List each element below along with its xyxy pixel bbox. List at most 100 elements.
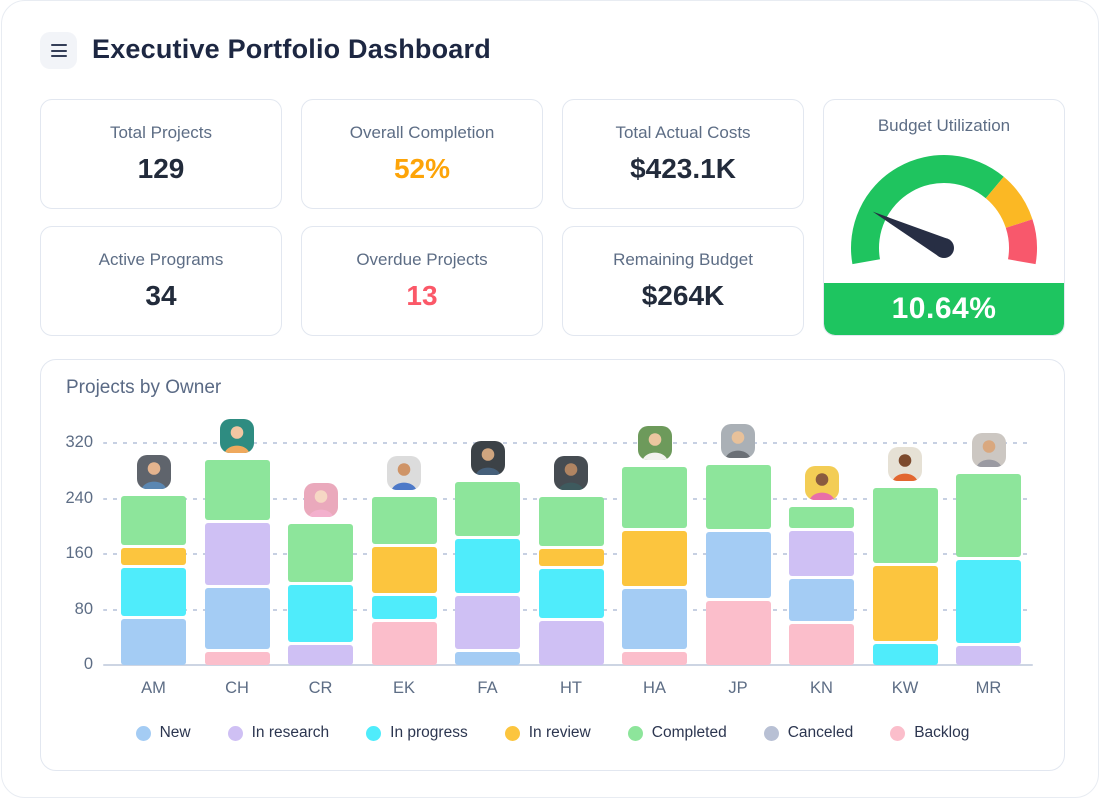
owner-avatar-MR [971,433,1006,468]
kpi-value: $423.1K [630,153,736,184]
budget-utilization-card: Budget Utilization 10.64% [823,99,1065,336]
bar-segment-in-progress-FA[interactable] [455,538,520,593]
kpi-card-active-programs: Active Programs 34 [40,226,282,336]
owner-avatar-HT [554,455,588,490]
bar-segment-in-review-KW[interactable] [872,566,938,641]
kpi-grid: Total Projects 129 Overall Completion 52… [40,99,1065,336]
bar-segment-new-HA[interactable] [622,588,687,650]
bar-segment-completed-CH[interactable] [204,459,270,520]
bar-segment-in-research-KN[interactable] [789,531,854,576]
legend-item-new[interactable]: New [135,724,191,742]
bar-segment-in-review-HA[interactable] [622,530,687,586]
legend-item-in-progress[interactable]: In progress [366,724,468,742]
bar-segment-in-research-MR[interactable] [956,646,1021,665]
bar-segment-completed-AM[interactable] [121,495,186,545]
kpi-card-remaining-budget: Remaining Budget $264K [562,226,804,336]
hamburger-menu-button[interactable] [40,32,77,69]
bar-segment-in-research-FA[interactable] [455,595,520,650]
bar-segment-in-progress-HT[interactable] [538,569,604,618]
x-axis-label-AM: AM [141,679,166,697]
y-axis-tick-label: 320 [65,433,93,451]
bar-segment-new-CH[interactable] [204,587,270,650]
bar-segment-backlog-CH[interactable] [204,652,270,665]
kpi-label: Total Actual Costs [615,123,751,142]
owner-avatar-AM [136,454,171,489]
legend-item-backlog[interactable]: Backlog [890,724,969,742]
projects-by-owner-card: Projects by Owner 0 80 160 240 320 AM CH CR … [40,359,1065,771]
owner-avatar-EK [387,456,421,491]
chart-legend: New In research In progress In review Comple… [41,724,1064,742]
legend-item-in-research[interactable]: In research [227,724,330,742]
bar-segment-in-review-AM[interactable] [121,547,186,566]
bar-segment-completed-HA[interactable] [622,466,687,528]
kpi-value: $264K [641,280,725,311]
bar-segment-completed-CR[interactable] [288,524,353,583]
bar-segment-backlog-JP[interactable] [705,601,771,665]
gauge-needle [872,211,949,257]
x-axis-label-KW: KW [891,679,919,697]
gauge-chart [851,154,1037,265]
gauge-segment-high [1005,219,1037,265]
bar-segment-completed-FA[interactable] [455,482,520,536]
legend-label: In research [251,724,330,741]
x-axis-label-FA: FA [477,679,498,697]
legend-dot-icon [227,725,243,741]
bar-segment-completed-HT[interactable] [538,496,604,546]
bar-segment-backlog-EK[interactable] [371,622,437,665]
gauge-needle-hub [934,238,954,258]
bar-segment-in-progress-MR[interactable] [956,559,1021,644]
bar-segment-in-progress-EK[interactable] [371,595,437,620]
bar-segment-backlog-HA[interactable] [622,652,687,665]
legend-label: In review [528,724,591,741]
kpi-card-overall-completion: Overall Completion 52% [301,99,543,209]
bar-segment-completed-JP[interactable] [705,464,771,529]
y-axis-tick-label: 80 [74,599,93,618]
bar-segment-backlog-KN[interactable] [789,624,854,665]
kpi-label: Active Programs [98,250,224,269]
gauge-segment-low [851,154,1004,265]
kpi-card-overdue-projects: Overdue Projects 13 [301,226,543,336]
legend-item-canceled[interactable]: Canceled [763,724,854,742]
x-axis-label-CH: CH [225,679,249,697]
kpi-label: Overdue Projects [356,250,488,269]
legend-item-in-review[interactable]: In review [504,724,591,742]
legend-dot-icon [504,725,520,741]
bar-segment-in-research-CR[interactable] [288,645,353,665]
bar-segment-new-AM[interactable] [121,619,186,665]
kpi-value: 129 [137,153,185,184]
bar-segment-in-research-CH[interactable] [204,523,270,585]
legend-label: New [159,724,191,741]
kpi-label: Overall Completion [349,123,495,142]
x-axis-label-CR: CR [308,679,333,697]
bar-segment-in-review-EK[interactable] [371,547,437,593]
bar-segment-in-progress-KW[interactable] [872,643,938,665]
legend-item-completed[interactable]: Completed [627,724,727,742]
kpi-value: 13 [406,280,438,311]
bar-segment-new-FA[interactable] [455,652,520,665]
bar-segment-completed-MR[interactable] [956,474,1021,557]
bar-plot: 0 80 160 240 320 AM CH CR EK FA HT HA JP [41,360,1064,770]
gauge-value: 10.64% [891,292,997,325]
x-axis-label-HT: HT [560,679,582,697]
hamburger-icon [50,49,67,52]
bar-segment-in-progress-CR[interactable] [288,585,353,643]
bar-segment-in-review-HT[interactable] [538,548,604,567]
owner-avatar-KW [888,446,922,481]
legend-dot-icon [627,725,643,741]
kpi-value: 34 [145,280,177,311]
bar-segment-in-progress-AM[interactable] [121,568,186,617]
bar-segment-in-research-HT[interactable] [538,620,604,665]
bar-segment-new-JP[interactable] [705,532,771,599]
legend-label: Canceled [787,724,854,741]
hamburger-icon [50,55,67,57]
legend-dot-icon [366,725,382,741]
owner-avatar-CH [220,418,254,453]
bar-segment-new-KN[interactable] [789,578,854,622]
bar-segment-completed-KN[interactable] [789,507,854,529]
owner-avatar-JP [721,423,755,458]
owner-avatar-KN [804,466,839,501]
kpi-label: Total Projects [109,123,213,142]
bar-segment-completed-EK[interactable] [371,497,437,545]
bar-segment-completed-KW[interactable] [872,487,938,564]
